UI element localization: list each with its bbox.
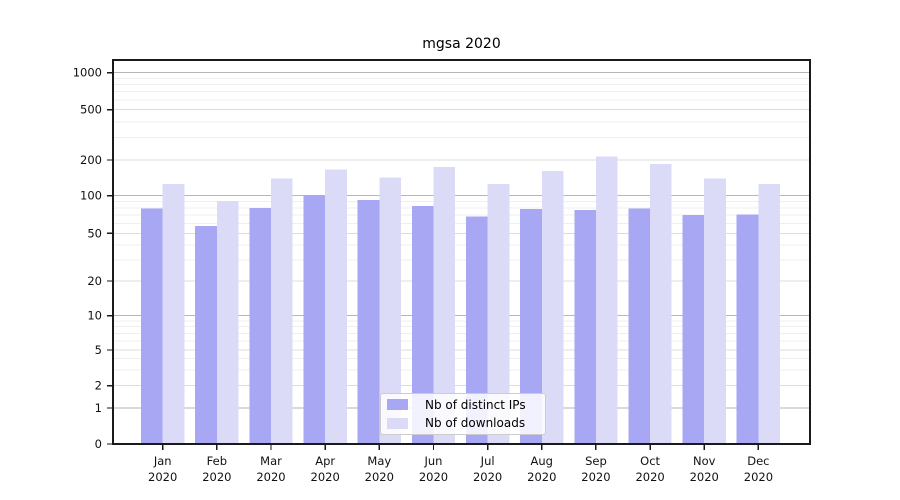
- x-tick-label-year: 2020: [690, 470, 719, 484]
- x-tick-label-year: 2020: [581, 470, 610, 484]
- chart-title: mgsa 2020: [422, 36, 501, 52]
- x-tick-label-month: Jun: [423, 454, 442, 468]
- y-tick-label: 100: [80, 189, 102, 203]
- x-tick-label-year: 2020: [202, 470, 231, 484]
- bar-downloads-sep: [595, 156, 618, 444]
- bar-downloads-mar: [271, 178, 293, 444]
- x-tick-label-year: 2020: [419, 470, 448, 484]
- x-tick-label-month: Oct: [640, 454, 660, 468]
- y-tick-label: 1000: [73, 66, 102, 80]
- legend: Nb of distinct IPs Nb of downloads: [380, 393, 546, 435]
- y-tick-label: 200: [80, 153, 102, 167]
- x-tick-label-month: Feb: [207, 454, 227, 468]
- y-tick-label: 0: [95, 437, 102, 451]
- bar-distinct-ips-dec: [736, 214, 759, 444]
- legend-label-distinct-ips: Nb of distinct IPs: [425, 397, 526, 412]
- legend-row-distinct-ips: Nb of distinct IPs: [387, 397, 537, 413]
- x-tick-label-month: Aug: [531, 454, 553, 468]
- x-tick-label-month: Apr: [315, 454, 335, 468]
- bar-distinct-ips-jun: [411, 205, 434, 444]
- bar-distinct-ips-feb: [195, 226, 217, 444]
- bar-downloads-jun: [433, 166, 456, 444]
- bar-distinct-ips-sep: [574, 209, 596, 444]
- y-tick-label: 10: [87, 309, 102, 323]
- x-tick-label-year: 2020: [744, 470, 773, 484]
- legend-swatch-distinct-ips: [387, 399, 408, 411]
- x-tick-label-year: 2020: [311, 470, 340, 484]
- bar-downloads-aug: [541, 170, 564, 444]
- bar-distinct-ips-oct: [628, 208, 651, 444]
- x-tick-label-year: 2020: [527, 470, 556, 484]
- bar-downloads-apr: [325, 169, 347, 445]
- bar-distinct-ips-jul: [465, 216, 488, 444]
- y-tick-label: 1: [95, 401, 102, 415]
- x-tick-label-month: Dec: [747, 454, 769, 468]
- y-tick-label: 500: [80, 103, 102, 117]
- x-tick-label-month: Jul: [480, 454, 495, 468]
- x-tick-label-month: May: [367, 454, 391, 468]
- legend-label-downloads: Nb of downloads: [425, 416, 526, 431]
- x-tick-label-month: Jan: [153, 454, 172, 468]
- bar-distinct-ips-jan: [141, 208, 163, 444]
- y-tick-label: 5: [95, 343, 102, 357]
- x-tick-label-month: Nov: [693, 454, 716, 468]
- y-tick-label: 50: [87, 226, 102, 240]
- bar-distinct-ips-nov: [682, 215, 705, 444]
- bar-distinct-ips-apr: [303, 195, 326, 444]
- x-tick-label-year: 2020: [256, 470, 285, 484]
- x-tick-label-month: Sep: [585, 454, 607, 468]
- x-tick-label-year: 2020: [148, 470, 177, 484]
- x-tick-label-month: Mar: [260, 454, 282, 468]
- bar-downloads-dec: [758, 183, 781, 445]
- bar-downloads-may: [379, 177, 401, 444]
- legend-row-downloads: Nb of downloads: [387, 416, 537, 432]
- legend-swatch-downloads: [387, 417, 408, 429]
- bar-downloads-feb: [216, 200, 239, 444]
- x-tick-label-year: 2020: [635, 470, 664, 484]
- bar-downloads-jan: [162, 184, 185, 445]
- bar-downloads-jul: [487, 184, 510, 445]
- y-tick-label: 20: [87, 274, 102, 288]
- bar-downloads-nov: [704, 178, 726, 444]
- y-tick-label: 2: [95, 379, 102, 393]
- bar-distinct-ips-may: [357, 200, 380, 444]
- bar-distinct-ips-aug: [520, 209, 542, 444]
- bar-downloads-oct: [650, 164, 672, 444]
- x-tick-label-year: 2020: [473, 470, 502, 484]
- axes-spines: [112, 59, 811, 445]
- bar-distinct-ips-mar: [249, 207, 272, 444]
- x-tick-label-year: 2020: [365, 470, 394, 484]
